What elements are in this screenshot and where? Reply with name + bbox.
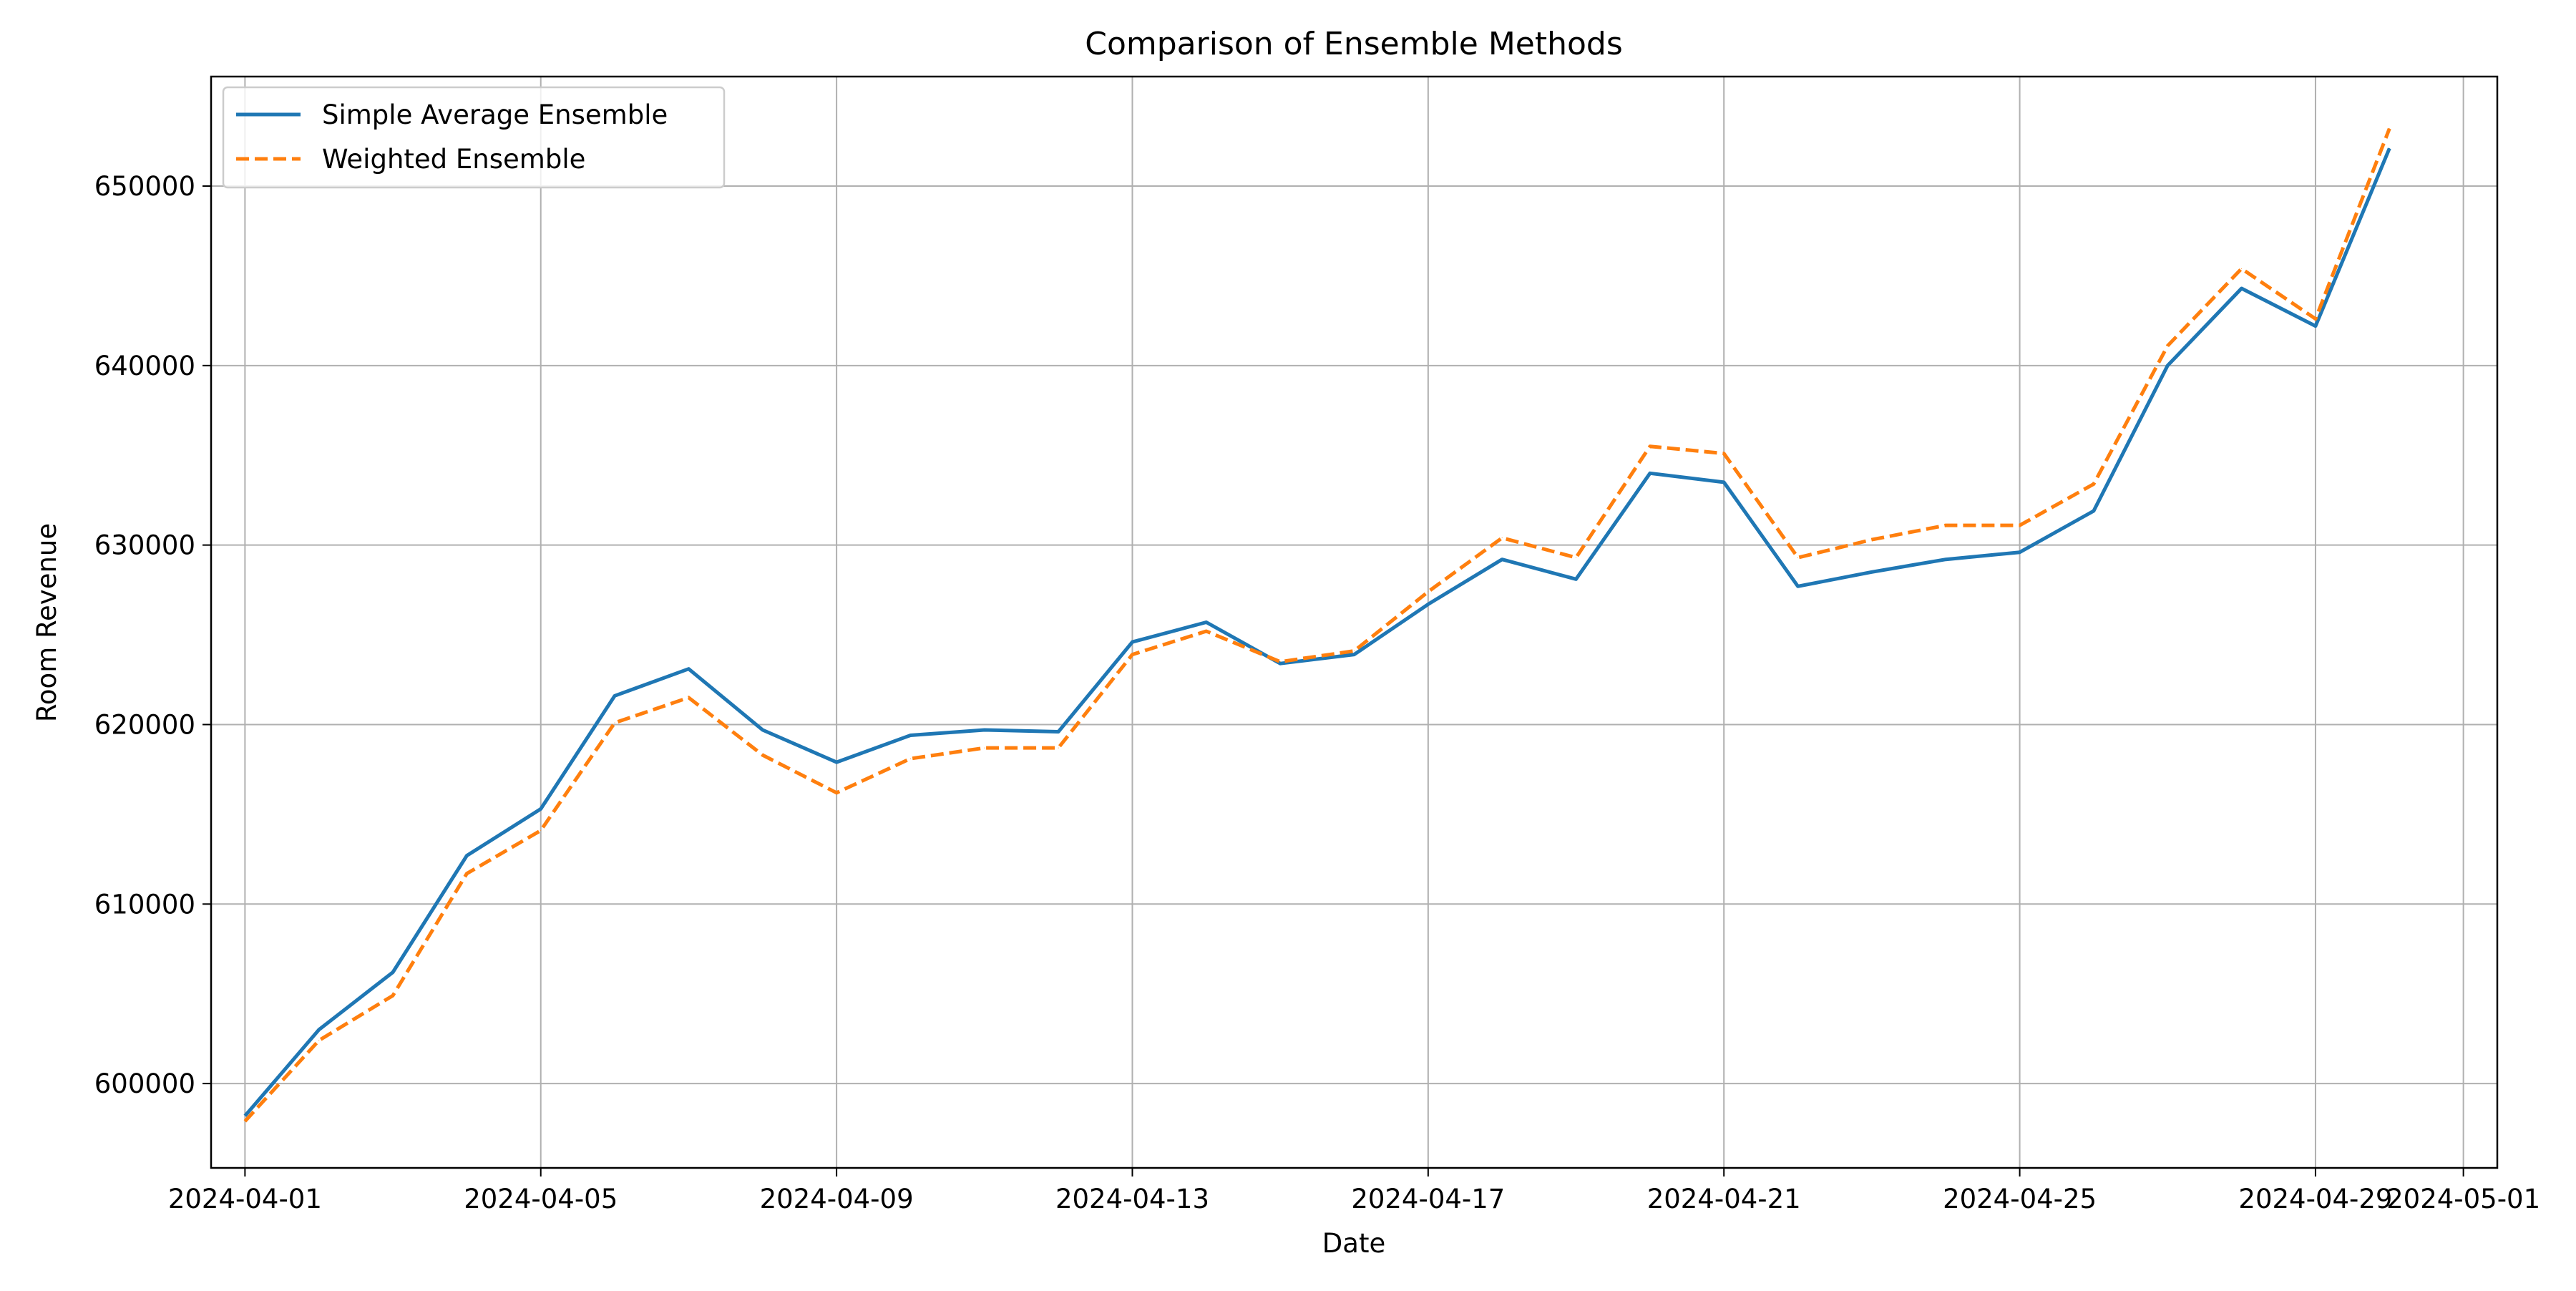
data-point [2389, 128, 2390, 130]
data-point [1279, 663, 1281, 664]
grid [211, 77, 2497, 1168]
data-point [2241, 268, 2243, 269]
y-tick-label: 620000 [94, 709, 195, 740]
y-tick-label: 650000 [94, 171, 195, 202]
data-point [1058, 747, 1059, 749]
data-point [836, 761, 837, 763]
data-point [540, 829, 542, 831]
legend-label-weighted: Weighted Ensemble [322, 144, 585, 175]
x-tick-label: 2024-04-01 [168, 1184, 322, 1214]
data-point [984, 747, 985, 749]
y-tick-label: 640000 [94, 351, 195, 381]
data-point [2019, 525, 2021, 526]
data-point [2093, 510, 2094, 512]
data-point [1354, 654, 1355, 656]
data-point [762, 729, 763, 731]
data-point [836, 792, 837, 794]
series-layer [243, 127, 2391, 1123]
x-tick-label: 2024-04-13 [1055, 1184, 1209, 1214]
y-tick-label: 630000 [94, 530, 195, 561]
data-point [392, 972, 394, 973]
y-tick-label: 600000 [94, 1068, 195, 1099]
legend-box [222, 86, 726, 189]
x-tick-label: 2024-04-25 [1943, 1184, 2097, 1214]
x-tick-label: 2024-04-29 [2238, 1184, 2392, 1214]
data-point [688, 668, 689, 670]
data-point [1649, 446, 1651, 447]
data-point [984, 729, 985, 731]
data-point [688, 697, 689, 698]
x-tick-label: 2024-04-21 [1647, 1184, 1801, 1214]
data-point [2389, 147, 2390, 149]
legend-label-simple-average: Simple Average Ensemble [322, 99, 668, 130]
data-point [1649, 472, 1651, 474]
x-axis-ticks: 2024-04-01 2024-04-05 2024-04-09 2024-04-13… [168, 1168, 2540, 1214]
data-point [1131, 654, 1133, 656]
y-axis-label: Room Revenue [31, 523, 62, 722]
series-line-weighted [243, 127, 2391, 1123]
data-point [1871, 571, 1873, 573]
legend: Simple Average Ensemble Weighted Ensembl… [222, 86, 726, 189]
data-point [392, 995, 394, 996]
chart-title: Comparison of Ensemble Methods [1085, 26, 1623, 62]
x-tick-label: 2024-04-09 [760, 1184, 914, 1214]
data-point [318, 1029, 320, 1031]
data-point [318, 1040, 320, 1041]
data-point [1797, 557, 1799, 558]
data-point [762, 754, 763, 756]
plot-area-frame [210, 75, 2499, 1169]
series-line-simple-average [243, 147, 2391, 1117]
x-tick-label: 2024-04-05 [464, 1184, 618, 1214]
data-point [1501, 537, 1503, 539]
data-point [1501, 559, 1503, 560]
x-axis-label: Date [1322, 1228, 1385, 1259]
y-tick-label: 610000 [94, 889, 195, 920]
x-tick-label: 2024-05-01 [2386, 1184, 2540, 1214]
data-point [2167, 365, 2168, 366]
data-point [1131, 641, 1133, 643]
data-point [2315, 318, 2316, 320]
y-axis-ticks: 600000 610000 620000 630000 640000 650000 [94, 171, 211, 1099]
data-point [1797, 585, 1799, 587]
data-point [1058, 731, 1059, 733]
x-tick-label: 2024-04-17 [1351, 1184, 1505, 1214]
data-point [909, 735, 911, 736]
data-point [1279, 661, 1281, 663]
